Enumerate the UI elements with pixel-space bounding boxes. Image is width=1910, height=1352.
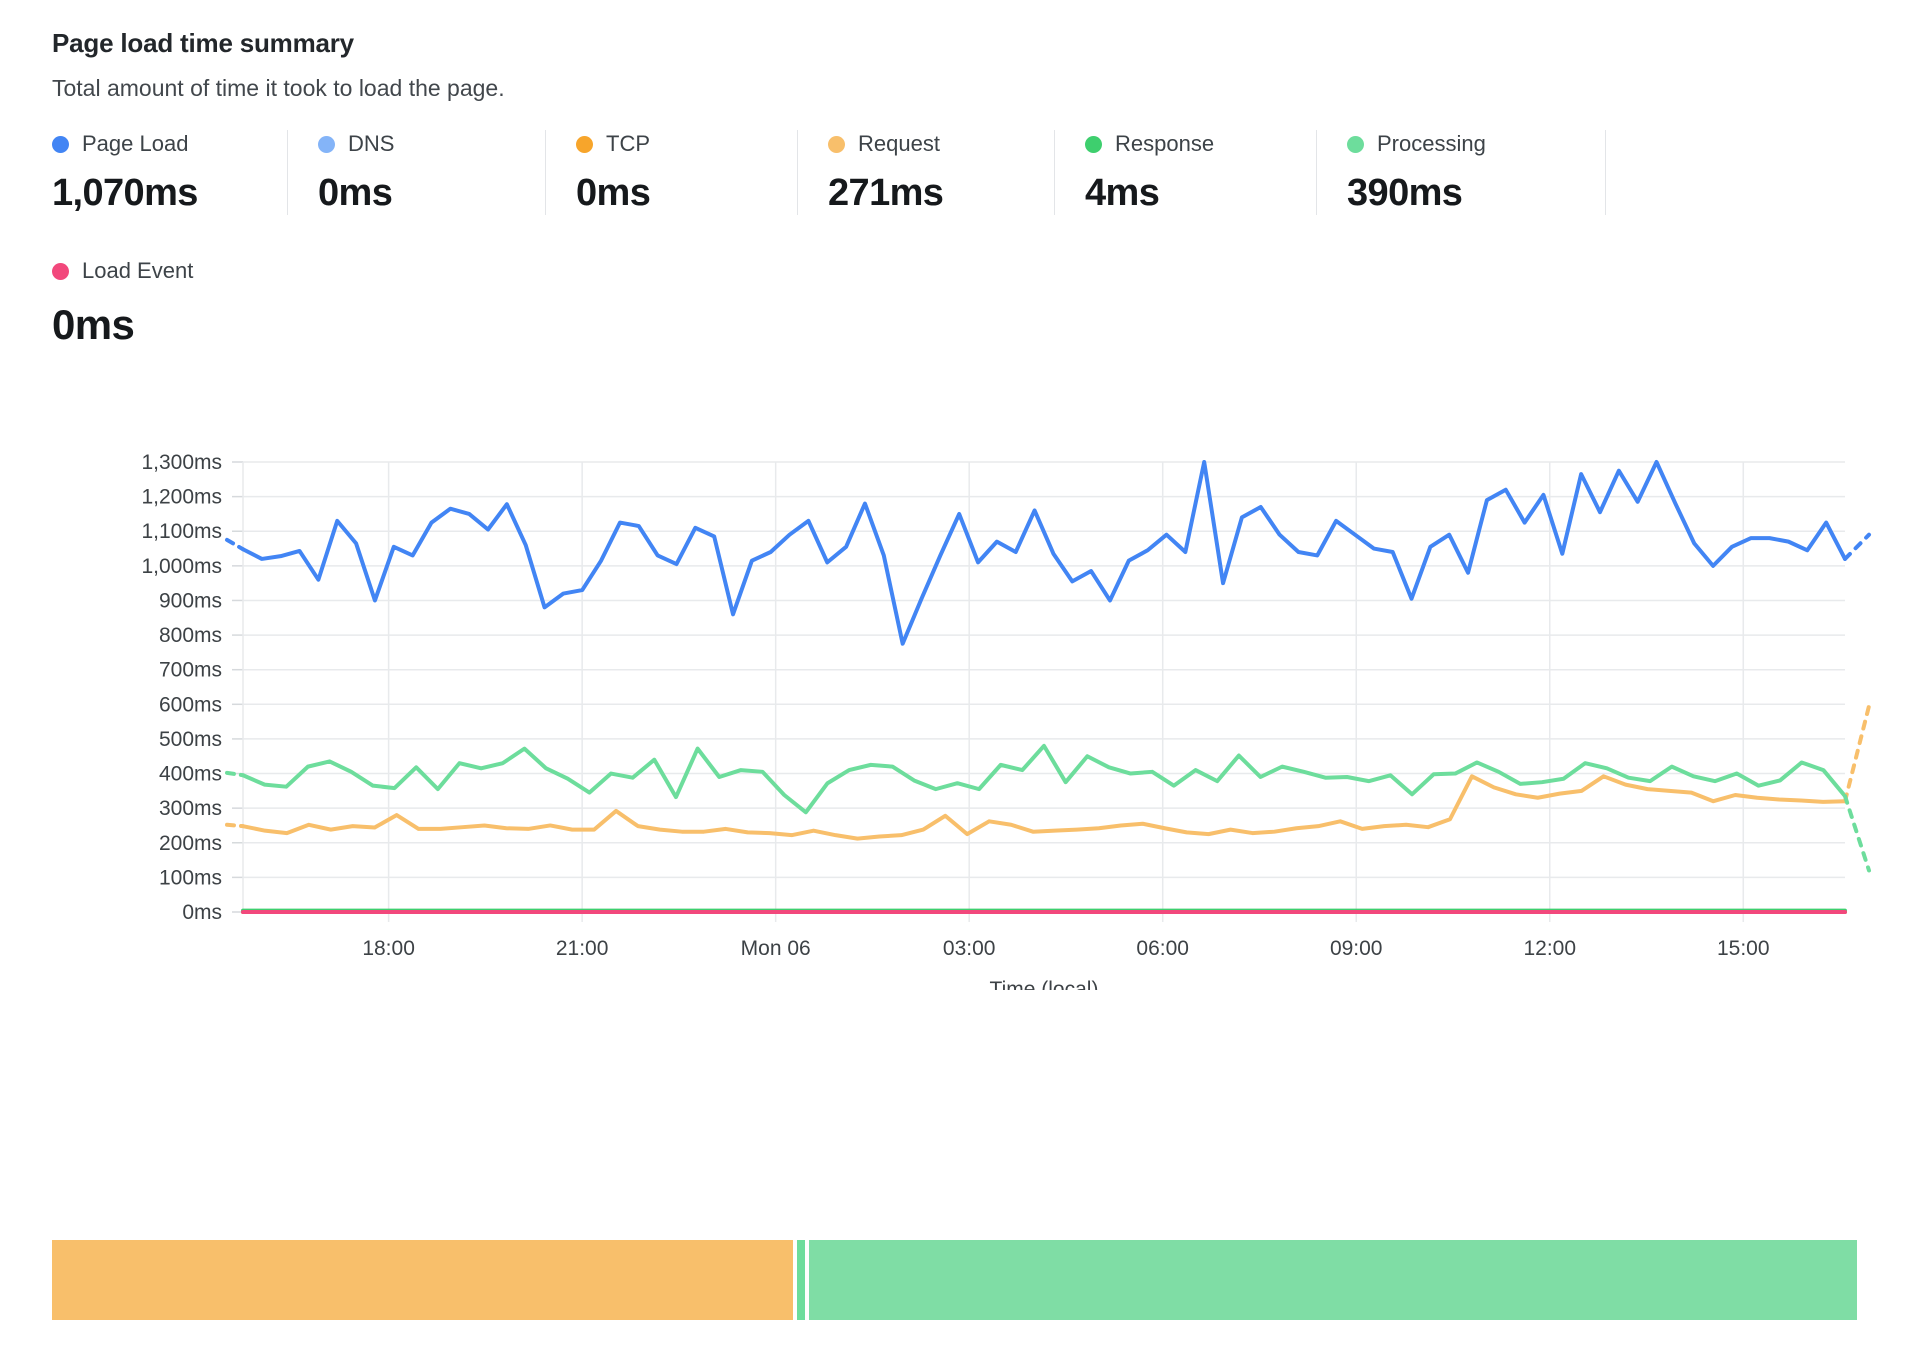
stat-tcp: TCP 0ms xyxy=(545,130,797,215)
x-tick-label: 03:00 xyxy=(943,937,996,960)
x-tick-label: 21:00 xyxy=(556,937,609,960)
y-tick-label: 200ms xyxy=(159,832,222,855)
series-lead-dash-processing xyxy=(225,770,245,778)
series-line-request xyxy=(241,774,1847,841)
stat-tcp-label: TCP xyxy=(606,131,650,156)
series-line-processing xyxy=(241,743,1847,815)
y-tick-label: 800ms xyxy=(159,624,222,647)
stat-request-label: Request xyxy=(858,131,940,156)
stat-response-value: 4ms xyxy=(1085,172,1160,214)
y-tick-label: 1,300ms xyxy=(141,451,222,474)
page-title: Page load time summary xyxy=(52,28,354,58)
y-tick-label: 500ms xyxy=(159,728,222,751)
stat-tcp-value: 0ms xyxy=(576,172,651,214)
y-tick-label: 400ms xyxy=(159,763,222,786)
stat-processing: Processing 390ms xyxy=(1316,130,1606,215)
y-tick-label: 1,200ms xyxy=(141,486,222,509)
stat-response-label: Response xyxy=(1115,131,1215,156)
stat-page-load-value: 1,070ms xyxy=(52,172,198,214)
x-tick-label: 18:00 xyxy=(362,937,415,960)
stat-processing-color-dot xyxy=(1347,135,1364,153)
y-tick-label: 1,000ms xyxy=(141,555,222,578)
x-tick-label: 15:00 xyxy=(1717,937,1770,960)
y-tick-label: 700ms xyxy=(159,659,222,682)
bar-segment-divider xyxy=(804,1240,809,1320)
x-axis-title: Time (local) xyxy=(990,978,1099,990)
x-tick-label: 09:00 xyxy=(1330,937,1383,960)
series-projection-request-projection xyxy=(1843,704,1871,804)
stat-response-head: Response xyxy=(1085,130,1292,158)
stat-tcp-color-dot xyxy=(576,135,593,153)
response-segment[interactable] xyxy=(796,1240,805,1320)
stat-page-load-label: Page Load xyxy=(82,131,189,156)
stat-dns-color-dot xyxy=(318,135,335,153)
y-tick-label: 900ms xyxy=(159,589,222,612)
x-tick-label: 06:00 xyxy=(1136,937,1189,960)
x-tick-label: Mon 06 xyxy=(741,937,811,960)
y-tick-label: 600ms xyxy=(159,693,222,716)
series-line-page-load xyxy=(241,460,1847,646)
stat-load-event-head: Load Event xyxy=(52,257,1910,285)
summary-stats-row: Page Load 1,070ms DNS 0ms TCP 0ms Request 271ms… xyxy=(52,130,1674,215)
stat-processing-label: Processing xyxy=(1377,131,1486,156)
stat-load-event: Load Event 0ms xyxy=(52,257,1910,349)
series-lead-dash-request xyxy=(225,822,245,829)
page-subtitle: Total amount of time it took to load the… xyxy=(52,75,505,101)
stat-page-load-head: Page Load xyxy=(52,130,263,158)
stat-response: Response 4ms xyxy=(1054,130,1316,215)
bar-segment-divider xyxy=(792,1240,797,1320)
y-tick-label: 1,100ms xyxy=(141,520,222,543)
stat-load-event-value: 0ms xyxy=(52,301,135,348)
stat-page-load: Page Load 1,070ms xyxy=(52,130,287,215)
request-segment[interactable] xyxy=(52,1240,793,1320)
stat-processing-head: Processing xyxy=(1347,130,1582,158)
processing-segment[interactable] xyxy=(808,1240,1857,1320)
chart-canvas[interactable]: 0ms 100ms 200ms 300ms 400ms 500ms 600ms 700ms 80… xyxy=(0,430,1910,990)
stat-request-value: 271ms xyxy=(828,172,944,214)
stat-processing-value: 390ms xyxy=(1347,172,1463,214)
stat-request-color-dot xyxy=(828,135,845,153)
stat-dns-head: DNS xyxy=(318,130,521,158)
stat-dns-label: DNS xyxy=(348,131,395,156)
stat-dns-value: 0ms xyxy=(318,172,393,214)
series-projection-processing-projection xyxy=(1843,794,1871,873)
stat-tcp-head: TCP xyxy=(576,130,773,158)
stat-page-load-color-dot xyxy=(52,135,69,153)
y-tick-label: 0ms xyxy=(182,901,222,924)
page-load-timeseries-chart[interactable]: 0ms 100ms 200ms 300ms 400ms 500ms 600ms 700ms 80… xyxy=(0,430,1910,990)
x-tick-label: 12:00 xyxy=(1523,937,1576,960)
load-event-color-dot xyxy=(52,262,69,280)
series-projection-page-load-projection xyxy=(1843,532,1871,561)
timing-breakdown-bar[interactable] xyxy=(52,1240,1857,1320)
y-tick-label: 300ms xyxy=(159,797,222,820)
stat-dns: DNS 0ms xyxy=(287,130,545,215)
panel-header: Page load time summary Total amount of t… xyxy=(0,0,1910,102)
stat-load-event-label: Load Event xyxy=(82,258,194,283)
stat-request-head: Request xyxy=(828,130,1030,158)
series-lead-dash-page-load xyxy=(225,537,245,552)
stat-response-color-dot xyxy=(1085,135,1102,153)
stat-request: Request 271ms xyxy=(797,130,1054,215)
y-tick-label: 100ms xyxy=(159,866,222,889)
